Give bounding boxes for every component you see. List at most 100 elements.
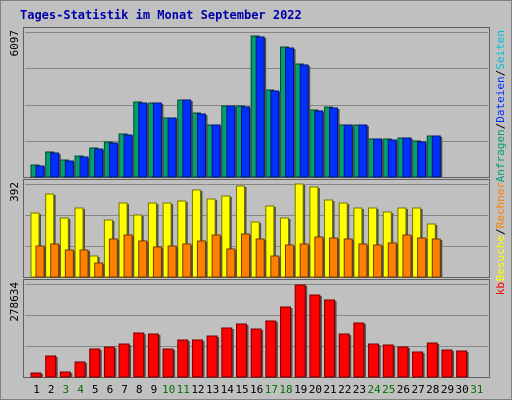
bar-kb-day-12 (191, 339, 205, 378)
panel-visits-hosts: 392 Besuche/Rechner (8, 179, 507, 281)
x-tick-label: 23 (353, 383, 366, 396)
bar-kb-day-18 (280, 306, 293, 378)
bar-dateien-day-6 (108, 142, 120, 178)
panel-kb: 278634 kb (8, 279, 507, 378)
x-tick-label: 10 (162, 383, 175, 396)
panel-visits-max-label: 392 (8, 182, 21, 202)
bar-kb-day-17 (265, 320, 278, 378)
x-tick-label: 13 (206, 383, 219, 396)
bar-dateien-day-10 (167, 117, 179, 178)
bar-kb-day-24 (368, 343, 381, 378)
bar-besuche-day-9 (147, 202, 159, 278)
bar-kb-day-27 (412, 351, 425, 378)
x-tick-label: 20 (309, 383, 322, 396)
panel-hits-max-label: 6097 (8, 30, 21, 57)
bar-rechner-day-22 (343, 238, 355, 278)
legend-part: Seiten (494, 30, 507, 70)
x-tick-label: 24 (367, 383, 381, 396)
x-tick-label: 21 (323, 383, 336, 396)
bar-rechner-day-2 (50, 243, 61, 278)
bar-dateien-day-8 (138, 102, 149, 178)
panel-hits-legend-label: Anfragen/Dateien/Seiten (494, 30, 507, 182)
bar-rechner-day-4 (79, 249, 91, 278)
bar-dateien-day-28 (431, 135, 443, 178)
legend-part: Dateien (494, 76, 507, 122)
x-tick-label: 4 (77, 383, 84, 396)
bar-dateien-day-20 (314, 110, 325, 178)
x-tick-label: 28 (426, 383, 439, 396)
x-tick-label: 7 (121, 383, 128, 396)
x-tick-label: 5 (92, 383, 99, 396)
x-tick-label: 30 (456, 383, 469, 396)
bar-rechner-day-10 (167, 245, 179, 278)
bar-kb-day-21 (324, 299, 337, 378)
bar-kb-day-4 (74, 361, 88, 378)
bar-kb-day-25 (382, 344, 396, 378)
bar-rechner-day-26 (402, 234, 413, 278)
bar-kb-day-7 (118, 343, 132, 378)
bar-kb-day-9 (147, 333, 161, 378)
x-tick-label: 22 (338, 383, 351, 396)
chart-title: Tages-Statistik im Monat September 2022 (20, 8, 302, 22)
bar-kb-day-29 (441, 349, 454, 378)
legend-part: Rechner (494, 182, 507, 229)
bar-dateien-day-14 (226, 105, 237, 178)
bar-kb-day-28 (426, 342, 440, 378)
bar-rechner-day-9 (152, 246, 164, 278)
bar-dateien-day-2 (50, 152, 61, 178)
bar-dateien-day-26 (402, 137, 413, 178)
panel-kb-max-label: 278634 (8, 282, 21, 322)
x-tick-label: 14 (221, 383, 235, 396)
bar-rechner-day-6 (108, 238, 120, 278)
bar-kb-day-19 (294, 284, 308, 378)
bar-rechner-day-27 (417, 237, 428, 278)
bar-kb-day-26 (397, 346, 410, 378)
x-tick-label: 29 (441, 383, 454, 396)
bar-dateien-day-23 (358, 124, 369, 178)
bar-besuche-day-19 (294, 183, 306, 278)
bar-rechner-day-18 (285, 244, 296, 278)
bar-dateien-day-16 (255, 36, 267, 178)
panel-hits-files: 6097 Anfragen/Dateien/Seiten (8, 27, 507, 182)
bar-dateien-day-3 (64, 160, 76, 178)
x-tick-label: 17 (265, 383, 278, 396)
bar-kb-day-11 (177, 339, 190, 378)
panel-kb-legend-label: kb (494, 282, 507, 295)
x-tick-label: 26 (397, 383, 410, 396)
bar-kb-day-20 (309, 294, 322, 378)
bar-dateien-day-11 (182, 99, 193, 178)
bar-kb-day-22 (338, 333, 352, 378)
x-tick-label: 18 (279, 383, 292, 396)
bar-kb-day-23 (353, 322, 366, 378)
bar-besuche-day-24 (368, 207, 379, 278)
legend-part: / (494, 70, 507, 77)
bar-rechner-day-5 (94, 262, 105, 278)
bar-kb-day-14 (221, 327, 234, 378)
bar-dateien-day-27 (417, 141, 428, 178)
bar-rechner-day-3 (64, 249, 76, 278)
panel-visits-bars (30, 183, 443, 278)
x-tick-label: 9 (151, 383, 158, 396)
bar-kb-day-6 (103, 346, 117, 378)
bar-dateien-day-13 (211, 124, 223, 178)
bar-dateien-day-15 (240, 106, 252, 178)
bar-dateien-day-1 (35, 165, 46, 178)
bar-kb-day-8 (133, 332, 146, 378)
panel-kb-bars (30, 284, 469, 378)
bar-dateien-day-24 (373, 138, 384, 178)
bar-dateien-day-9 (152, 102, 164, 178)
bar-rechner-day-21 (329, 237, 340, 278)
bar-rechner-day-11 (182, 243, 193, 278)
bar-kb-day-13 (206, 335, 220, 378)
bar-rechner-day-20 (314, 236, 325, 278)
bar-kb-day-10 (162, 348, 176, 378)
bar-kb-day-2 (45, 355, 58, 378)
bar-dateien-day-5 (94, 148, 105, 178)
bar-dateien-day-7 (123, 134, 135, 178)
bar-dateien-day-4 (79, 156, 91, 178)
bar-besuche-day-2 (45, 193, 56, 278)
x-tick-label: 16 (250, 383, 263, 396)
bar-dateien-day-25 (387, 139, 399, 178)
bar-rechner-day-1 (35, 245, 46, 278)
